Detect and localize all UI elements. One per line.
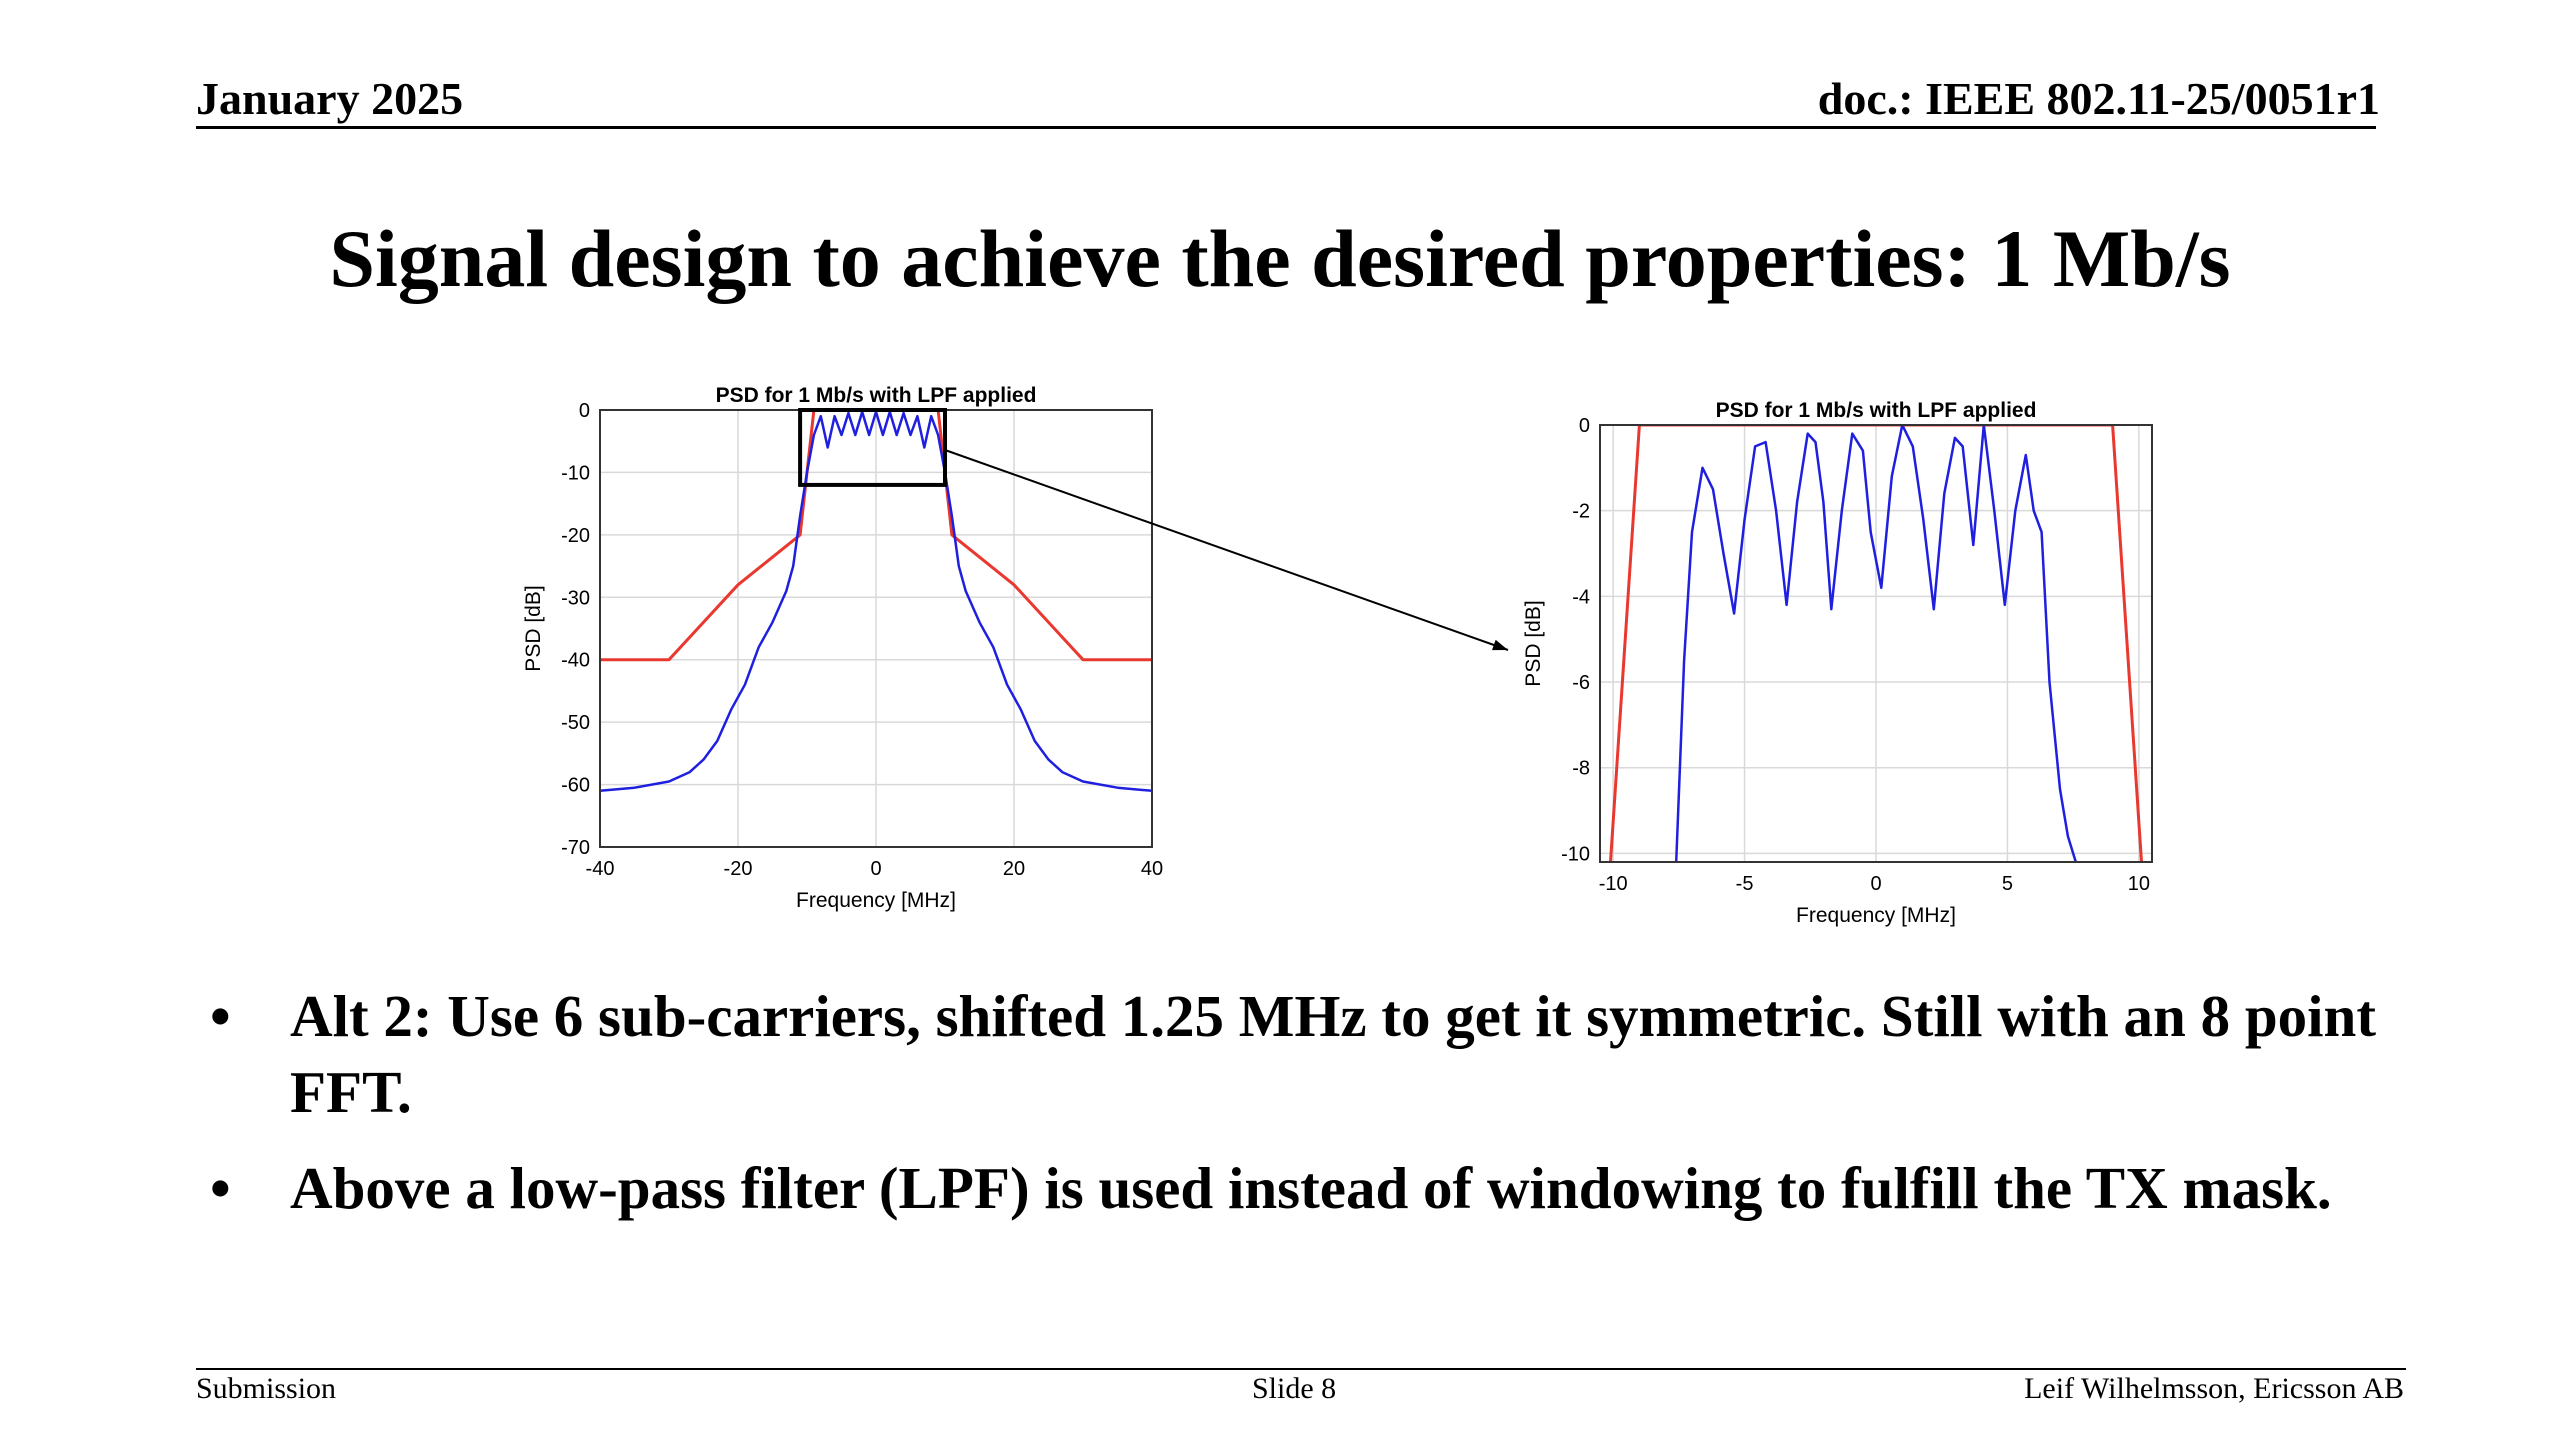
bullet-text: Above a low-pass filter (LPF) is used in…	[290, 1155, 2332, 1221]
x-axis-label: Frequency [MHz]	[796, 889, 956, 912]
y-tick-label: -8	[1572, 758, 1590, 780]
footer-submission: Submission	[196, 1372, 337, 1405]
chart-title: PSD for 1 Mb/s with LPF applied	[716, 384, 1037, 407]
y-tick-label: -70	[561, 837, 590, 859]
x-tick-label: 5	[2002, 873, 2013, 895]
bullet-item: • Alt 2: Use 6 sub-carriers, shifted 1.2…	[210, 978, 2440, 1130]
bullet-text: Alt 2: Use 6 sub-carriers, shifted 1.25 …	[290, 983, 2377, 1125]
y-axis-label: PSD [dB]	[522, 585, 545, 671]
x-tick-label: 0	[1870, 873, 1881, 895]
x-tick-label: -5	[1736, 873, 1754, 895]
x-tick-label: 10	[2128, 873, 2150, 895]
slide-title: Signal design to achieve the desired pro…	[329, 213, 2231, 304]
bullet-marker: •	[210, 983, 231, 1049]
footer-slide-number: Slide 8	[1252, 1372, 1337, 1405]
header-rule	[196, 126, 2376, 129]
header-date: January 2025	[196, 73, 464, 124]
y-tick-label: -20	[561, 525, 590, 547]
header-doc-id: doc.: IEEE 802.11-25/0051r1	[1817, 73, 2380, 124]
x-tick-label: -40	[586, 858, 615, 880]
chart-title: PSD for 1 Mb/s with LPF applied	[1716, 399, 2037, 422]
tx-mask-line	[600, 410, 1152, 662]
psd-line	[1674, 425, 2077, 862]
plot-frame	[1599, 424, 2153, 863]
y-tick-label: -10	[561, 462, 590, 484]
y-tick-label: 0	[1579, 415, 1590, 437]
footer-rule	[196, 1368, 2406, 1370]
x-tick-label: 20	[1003, 858, 1025, 880]
x-tick-label: -20	[724, 858, 753, 880]
bullet-marker: •	[210, 1155, 231, 1221]
y-tick-label: -50	[561, 712, 590, 734]
y-tick-label: -10	[1561, 843, 1590, 865]
y-axis-label: PSD [dB]	[1522, 600, 1545, 686]
x-tick-label: 0	[870, 858, 881, 880]
y-tick-label: -4	[1572, 586, 1590, 608]
zoom-arrow-head	[1492, 639, 1508, 651]
zoom-arrow-line	[944, 449, 1509, 651]
bullet-item: • Above a low-pass filter (LPF) is used …	[210, 1150, 2440, 1226]
zoom-box	[798, 408, 947, 487]
x-tick-label: 40	[1141, 858, 1163, 880]
x-axis-label: Frequency [MHz]	[1796, 904, 1956, 927]
y-tick-label: -6	[1572, 672, 1590, 694]
y-tick-label: -2	[1572, 501, 1590, 523]
y-tick-label: -30	[561, 587, 590, 609]
footer-author: Leif Wilhelmsson, Ericsson AB	[2024, 1372, 2404, 1405]
y-tick-label: -40	[561, 650, 590, 672]
tx-mask-line	[1609, 425, 2143, 862]
bullet-list: • Alt 2: Use 6 sub-carriers, shifted 1.2…	[210, 978, 2440, 1246]
y-tick-label: -60	[561, 775, 590, 797]
x-tick-label: -10	[1599, 873, 1628, 895]
y-tick-label: 0	[579, 400, 590, 422]
